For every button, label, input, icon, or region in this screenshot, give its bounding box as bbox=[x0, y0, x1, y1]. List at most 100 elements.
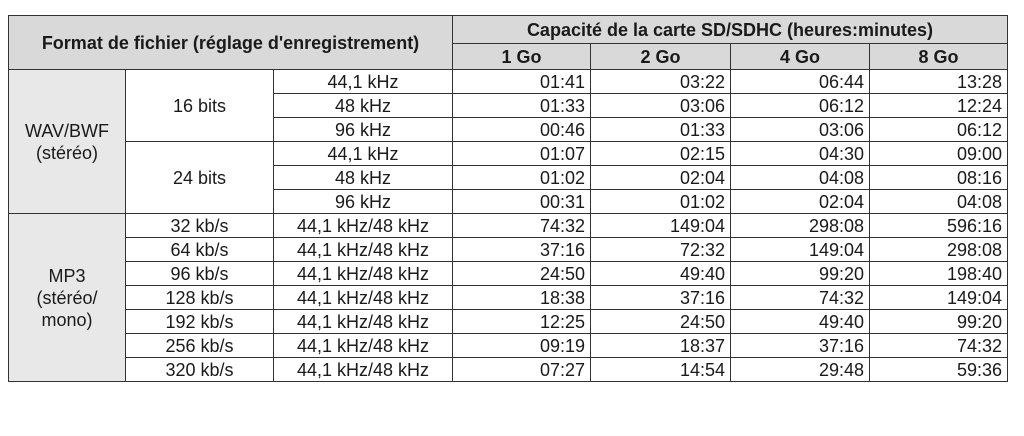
bitrate-cell: 320 kb/s bbox=[125, 357, 274, 382]
value-cell: 198:40 bbox=[869, 261, 1008, 286]
bitrate-cell: 128 kb/s bbox=[125, 285, 274, 310]
size-header-2go: 2 Go bbox=[590, 43, 731, 70]
table-row: 96 kHz 00:46 01:33 03:06 06:12 bbox=[9, 117, 1008, 142]
value-cell: 01:02 bbox=[452, 165, 591, 190]
bit-depth-cell: 24 bits bbox=[125, 141, 274, 214]
value-cell: 14:54 bbox=[590, 357, 731, 382]
sample-rate-cell: 44,1 kHz/48 kHz bbox=[273, 285, 453, 310]
value-cell: 37:16 bbox=[590, 285, 731, 310]
table-row: WAV/BWF (stéréo) 16 bits 44,1 kHz 01:41 … bbox=[8, 69, 1008, 214]
value-cell: 149:04 bbox=[730, 237, 870, 262]
value-cell: 74:32 bbox=[452, 213, 591, 238]
recording-capacity-table: Format de fichier (réglage d'enregistrem… bbox=[8, 15, 1008, 382]
sample-rate-cell: 44,1 kHz/48 kHz bbox=[273, 309, 453, 334]
mp3-label-line1: MP3 bbox=[48, 265, 86, 286]
size-header-1go: 1 Go bbox=[452, 43, 591, 70]
mp3-format-cell: MP3 (stéréo/ mono) bbox=[8, 213, 126, 382]
bitrate-cell: 256 kb/s bbox=[125, 333, 274, 358]
sample-rate-cell: 96 kHz bbox=[273, 117, 453, 142]
sample-rate-cell: 48 kHz bbox=[273, 93, 453, 118]
value-cell: 37:16 bbox=[452, 237, 591, 262]
table-row: MP3 (stéréo/ mono) 32 kb/s 44,1 kHz/48 k… bbox=[8, 213, 1008, 382]
value-cell: 03:06 bbox=[590, 93, 731, 118]
value-cell: 149:04 bbox=[869, 285, 1008, 310]
value-cell: 37:16 bbox=[730, 333, 870, 358]
table-row: 256 kb/s 44,1 kHz/48 kHz 09:19 18:37 37:… bbox=[9, 333, 1008, 358]
value-cell: 06:12 bbox=[730, 93, 870, 118]
value-cell: 01:33 bbox=[590, 117, 731, 142]
value-cell: 29:48 bbox=[730, 357, 870, 382]
bitrate-cell: 96 kb/s bbox=[125, 261, 274, 286]
sample-rate-cell: 48 kHz bbox=[273, 165, 453, 190]
value-cell: 49:40 bbox=[730, 309, 870, 334]
capacity-table-container: Format de fichier (réglage d'enregistrem… bbox=[8, 15, 1008, 382]
value-cell: 08:16 bbox=[869, 165, 1008, 190]
value-cell: 09:00 bbox=[869, 141, 1008, 166]
value-cell: 298:08 bbox=[869, 237, 1008, 262]
table-row: 96 kHz 00:31 01:02 02:04 04:08 bbox=[9, 189, 1008, 214]
value-cell: 02:04 bbox=[590, 165, 731, 190]
wav-format-cell: WAV/BWF (stéréo) bbox=[8, 69, 126, 214]
value-cell: 13:28 bbox=[869, 69, 1008, 94]
value-cell: 03:22 bbox=[590, 69, 731, 94]
value-cell: 02:04 bbox=[730, 189, 870, 214]
value-cell: 99:20 bbox=[730, 261, 870, 286]
value-cell: 07:27 bbox=[452, 357, 591, 382]
bit-depth-cell: 16 bits bbox=[125, 69, 274, 142]
value-cell: 00:31 bbox=[452, 189, 591, 214]
value-cell: 04:08 bbox=[730, 165, 870, 190]
size-header-8go: 8 Go bbox=[869, 43, 1008, 70]
value-cell: 74:32 bbox=[869, 333, 1008, 358]
sample-rate-cell: 44,1 kHz bbox=[273, 69, 453, 94]
bitrate-cell: 32 kb/s bbox=[125, 213, 274, 238]
value-cell: 01:07 bbox=[452, 141, 591, 166]
value-cell: 01:41 bbox=[452, 69, 591, 94]
value-cell: 02:15 bbox=[590, 141, 731, 166]
value-cell: 49:40 bbox=[590, 261, 731, 286]
value-cell: 04:30 bbox=[730, 141, 870, 166]
card-capacity-header: Capacité de la carte SD/SDHC (heures:min… bbox=[452, 15, 1008, 44]
value-cell: 298:08 bbox=[730, 213, 870, 238]
sample-rate-cell: 44,1 kHz bbox=[273, 141, 453, 166]
value-cell: 00:46 bbox=[452, 117, 591, 142]
sample-rate-cell: 44,1 kHz/48 kHz bbox=[273, 261, 453, 286]
size-header-4go: 4 Go bbox=[730, 43, 870, 70]
table-row: 128 kb/s 44,1 kHz/48 kHz 18:38 37:16 74:… bbox=[9, 285, 1008, 310]
sample-rate-cell: 44,1 kHz/48 kHz bbox=[273, 237, 453, 262]
table-row: 96 kb/s 44,1 kHz/48 kHz 24:50 49:40 99:2… bbox=[9, 261, 1008, 286]
bitrate-cell: 64 kb/s bbox=[125, 237, 274, 262]
value-cell: 09:19 bbox=[452, 333, 591, 358]
table-row: 192 kb/s 44,1 kHz/48 kHz 12:25 24:50 49:… bbox=[9, 309, 1008, 334]
value-cell: 24:50 bbox=[590, 309, 731, 334]
value-cell: 01:33 bbox=[452, 93, 591, 118]
table-row: 64 kb/s 44,1 kHz/48 kHz 37:16 72:32 149:… bbox=[9, 237, 1008, 262]
sample-rate-cell: 44,1 kHz/48 kHz bbox=[273, 213, 453, 238]
sample-rate-cell: 44,1 kHz/48 kHz bbox=[273, 357, 453, 382]
table-row: 48 kHz 01:02 02:04 04:08 08:16 bbox=[9, 165, 1008, 190]
table-row: 48 kHz 01:33 03:06 06:12 12:24 bbox=[9, 93, 1008, 118]
value-cell: 59:36 bbox=[869, 357, 1008, 382]
value-cell: 06:44 bbox=[730, 69, 870, 94]
mp3-label-line2: (stéréo/ bbox=[36, 287, 98, 308]
sample-rate-cell: 96 kHz bbox=[273, 189, 453, 214]
value-cell: 12:24 bbox=[869, 93, 1008, 118]
table-row: 24 bits 44,1 kHz 01:07 02:15 04:30 09:00 bbox=[9, 141, 1008, 214]
mp3-label-line3: mono) bbox=[41, 309, 93, 330]
value-cell: 03:06 bbox=[730, 117, 870, 142]
file-format-header: Format de fichier (réglage d'enregistrem… bbox=[8, 15, 453, 70]
value-cell: 04:08 bbox=[869, 189, 1008, 214]
value-cell: 18:38 bbox=[452, 285, 591, 310]
value-cell: 01:02 bbox=[590, 189, 731, 214]
table-row: 320 kb/s 44,1 kHz/48 kHz 07:27 14:54 29:… bbox=[9, 357, 1008, 382]
value-cell: 149:04 bbox=[590, 213, 731, 238]
value-cell: 06:12 bbox=[869, 117, 1008, 142]
value-cell: 24:50 bbox=[452, 261, 591, 286]
value-cell: 72:32 bbox=[590, 237, 731, 262]
bitrate-cell: 192 kb/s bbox=[125, 309, 274, 334]
sample-rate-cell: 44,1 kHz/48 kHz bbox=[273, 333, 453, 358]
value-cell: 99:20 bbox=[869, 309, 1008, 334]
value-cell: 74:32 bbox=[730, 285, 870, 310]
value-cell: 12:25 bbox=[452, 309, 591, 334]
value-cell: 596:16 bbox=[869, 213, 1008, 238]
wav-label-line1: WAV/BWF bbox=[25, 120, 109, 141]
